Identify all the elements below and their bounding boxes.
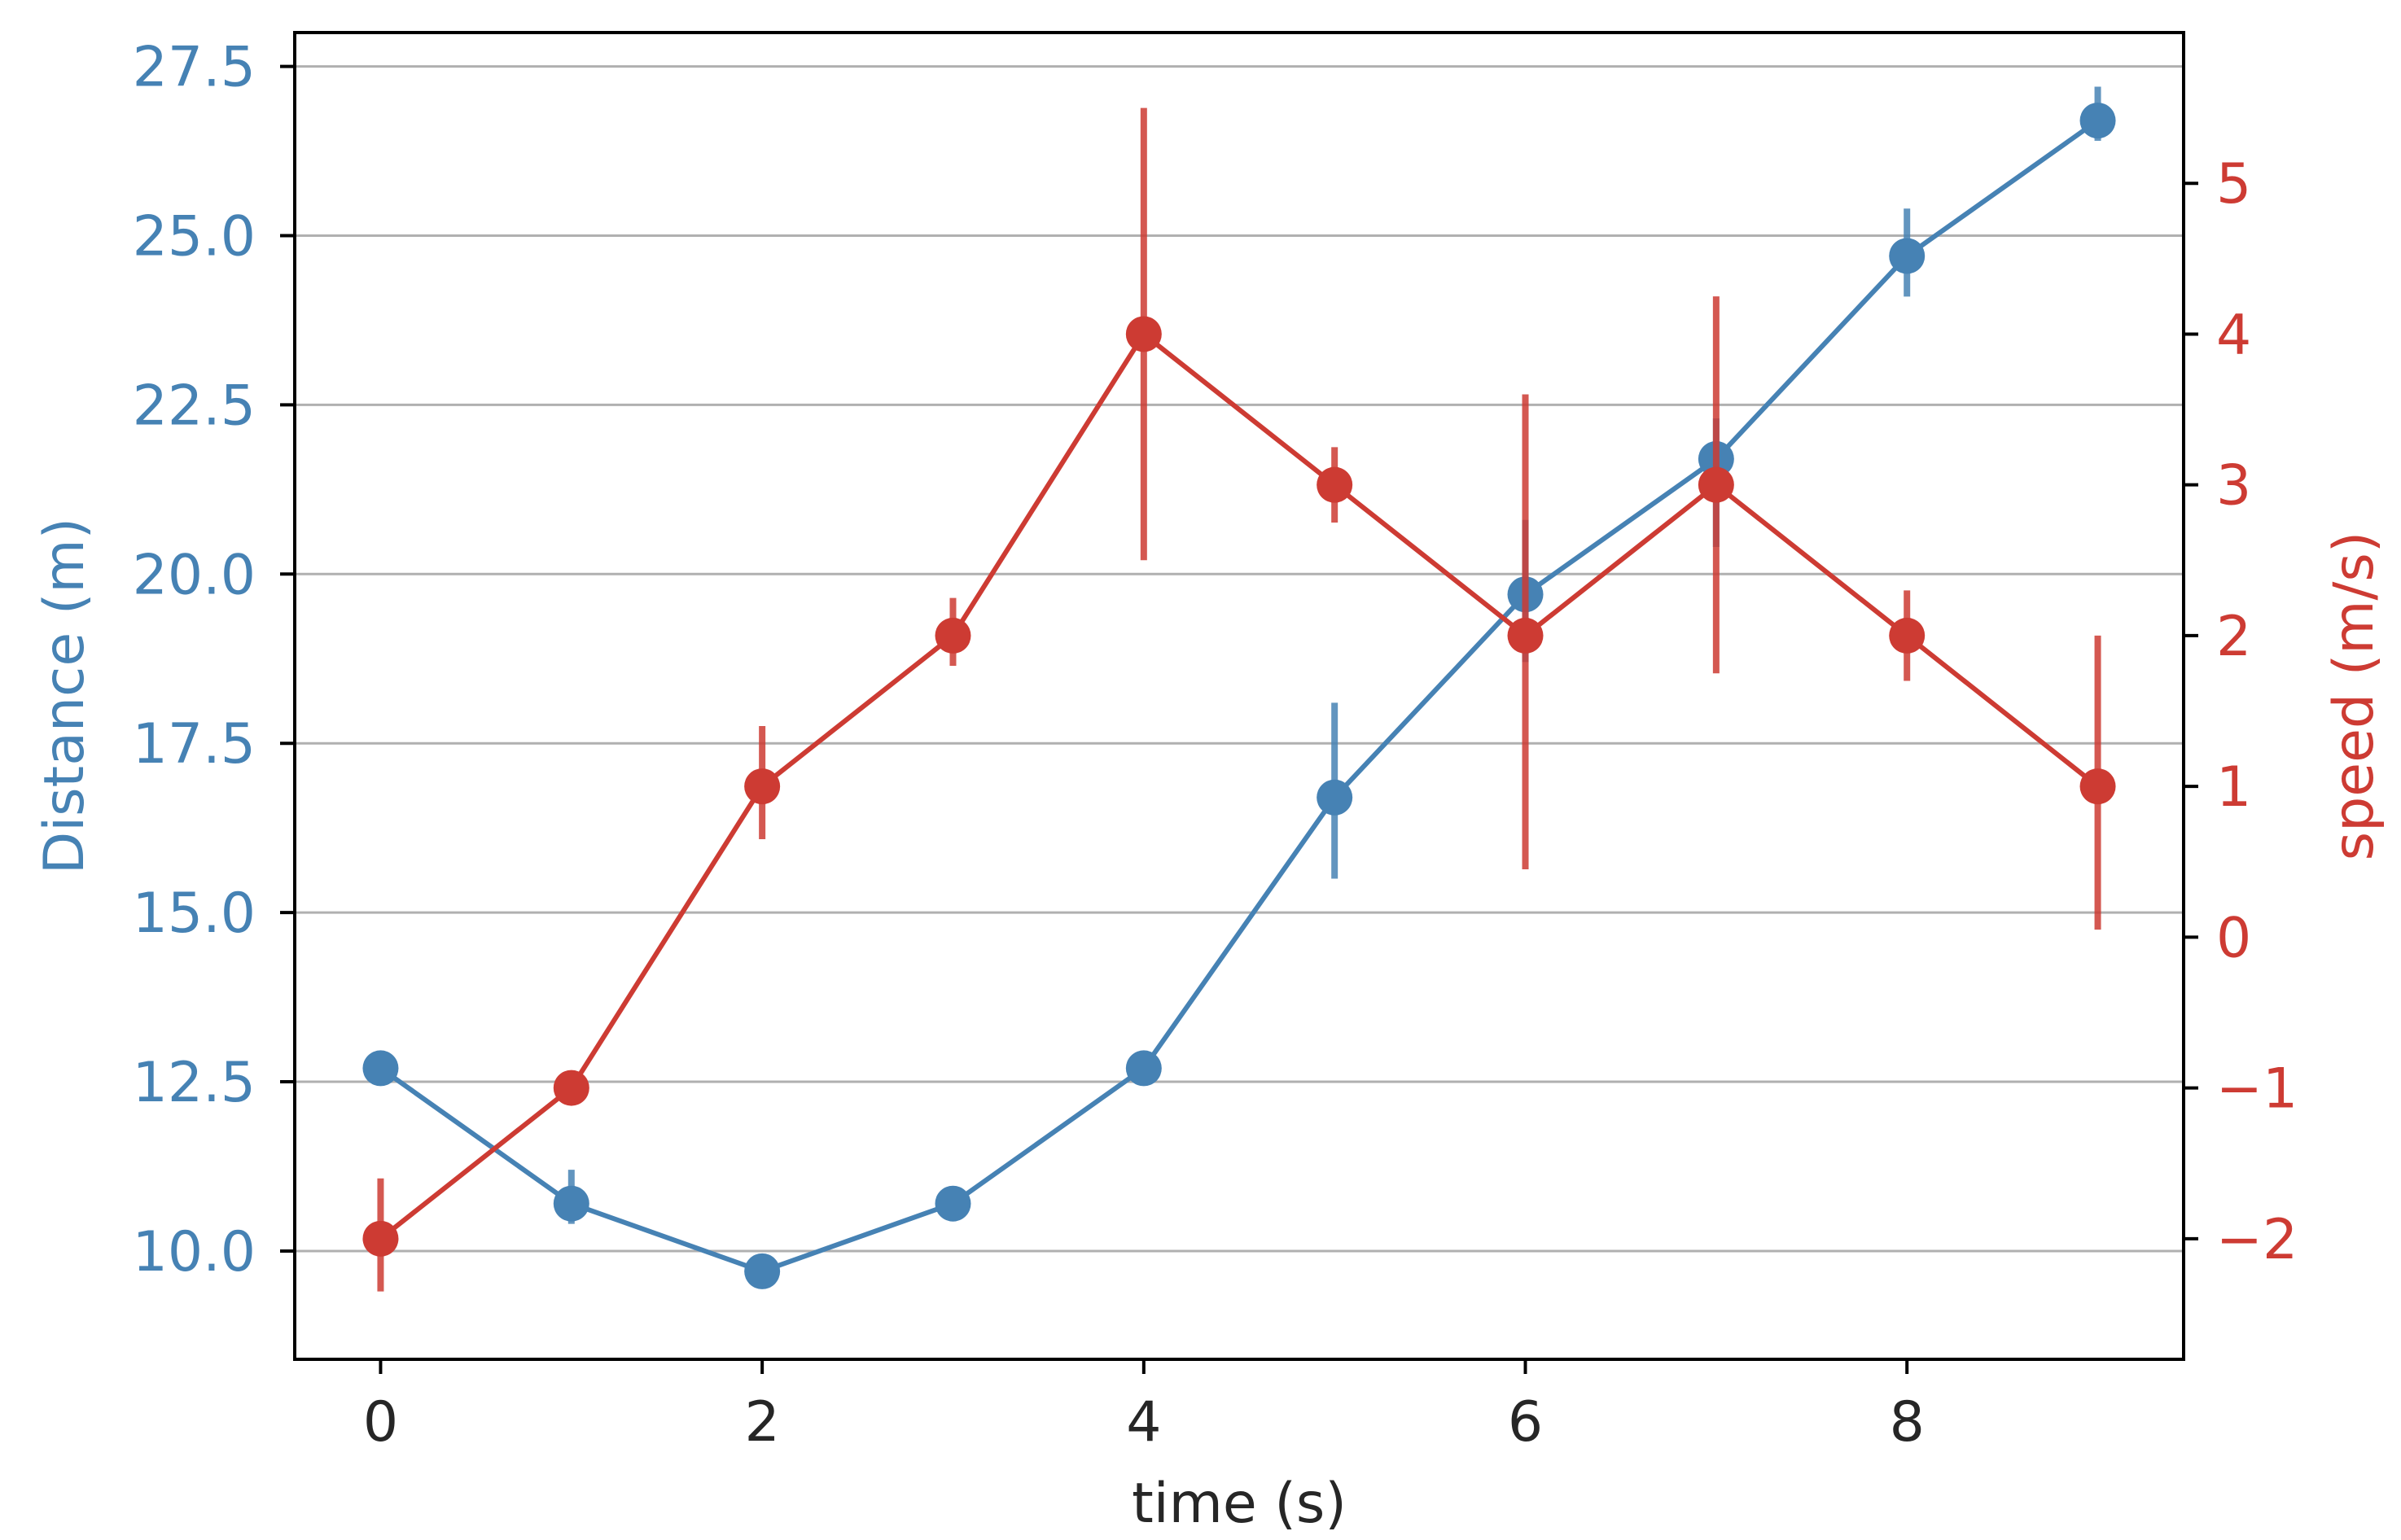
y-axis-left-title: Distance (m) bbox=[33, 518, 97, 874]
data-point bbox=[1507, 617, 1544, 654]
x-axis-title: time (s) bbox=[1132, 1472, 1347, 1536]
series-layer bbox=[362, 86, 2116, 1292]
y-left-tick-label: 12.5 bbox=[133, 1051, 256, 1115]
data-point bbox=[362, 1220, 399, 1257]
x-tick-label: 8 bbox=[1890, 1390, 1925, 1455]
data-point bbox=[2079, 768, 2116, 805]
x-tick-label: 2 bbox=[745, 1390, 780, 1455]
y-axis-left: 10.0 12.5 15.0 17.5 20.0 22.5 25.0 27.5 bbox=[133, 36, 295, 1284]
x-tick-label: 4 bbox=[1126, 1390, 1161, 1455]
y-right-tick-label: 5 bbox=[2216, 152, 2251, 217]
y-left-tick-label: 27.5 bbox=[133, 36, 256, 100]
y-axis-right: −2 −1 0 1 2 3 4 5 bbox=[2184, 152, 2298, 1272]
series-line bbox=[379, 118, 2100, 1274]
x-tick-label: 6 bbox=[1508, 1390, 1543, 1455]
y-left-tick-label: 22.5 bbox=[133, 374, 256, 438]
y-left-tick-label: 15.0 bbox=[133, 882, 256, 946]
y-left-tick-label: 17.5 bbox=[133, 712, 256, 777]
data-point bbox=[1125, 316, 1162, 352]
y-right-tick-label: 3 bbox=[2216, 454, 2251, 518]
y-axis-right-title: speed (m/s) bbox=[2322, 532, 2386, 861]
y-left-tick-label: 20.0 bbox=[133, 543, 256, 607]
data-point bbox=[1889, 617, 1926, 654]
data-point bbox=[1317, 779, 1353, 816]
series-right bbox=[362, 107, 2116, 1292]
series-left bbox=[362, 86, 2116, 1289]
data-point bbox=[935, 1185, 971, 1222]
series-line bbox=[379, 331, 2100, 1241]
y-right-tick-label: −1 bbox=[2216, 1057, 2298, 1122]
data-point bbox=[935, 617, 971, 654]
data-point bbox=[744, 768, 781, 805]
data-point bbox=[1698, 466, 1734, 503]
x-tick-label: 0 bbox=[363, 1390, 398, 1455]
data-point bbox=[553, 1070, 589, 1106]
y-right-tick-label: 2 bbox=[2216, 605, 2251, 669]
x-axis: 0 2 4 6 8 bbox=[363, 1359, 1925, 1455]
y-left-tick-label: 10.0 bbox=[133, 1220, 256, 1284]
y-right-tick-label: 0 bbox=[2216, 906, 2251, 970]
y-left-tick-label: 25.0 bbox=[133, 204, 256, 269]
y-right-tick-label: 4 bbox=[2216, 303, 2251, 367]
data-point bbox=[362, 1050, 399, 1087]
y-right-tick-label: 1 bbox=[2216, 755, 2251, 820]
data-point bbox=[2079, 103, 2116, 139]
y-right-tick-label: −2 bbox=[2216, 1208, 2298, 1272]
grid bbox=[295, 65, 2184, 1253]
data-point bbox=[1125, 1050, 1162, 1087]
plot-frame bbox=[293, 31, 2185, 1361]
data-point bbox=[1317, 466, 1353, 503]
data-point bbox=[553, 1185, 589, 1222]
data-point bbox=[744, 1253, 781, 1289]
data-point bbox=[1889, 238, 1926, 274]
